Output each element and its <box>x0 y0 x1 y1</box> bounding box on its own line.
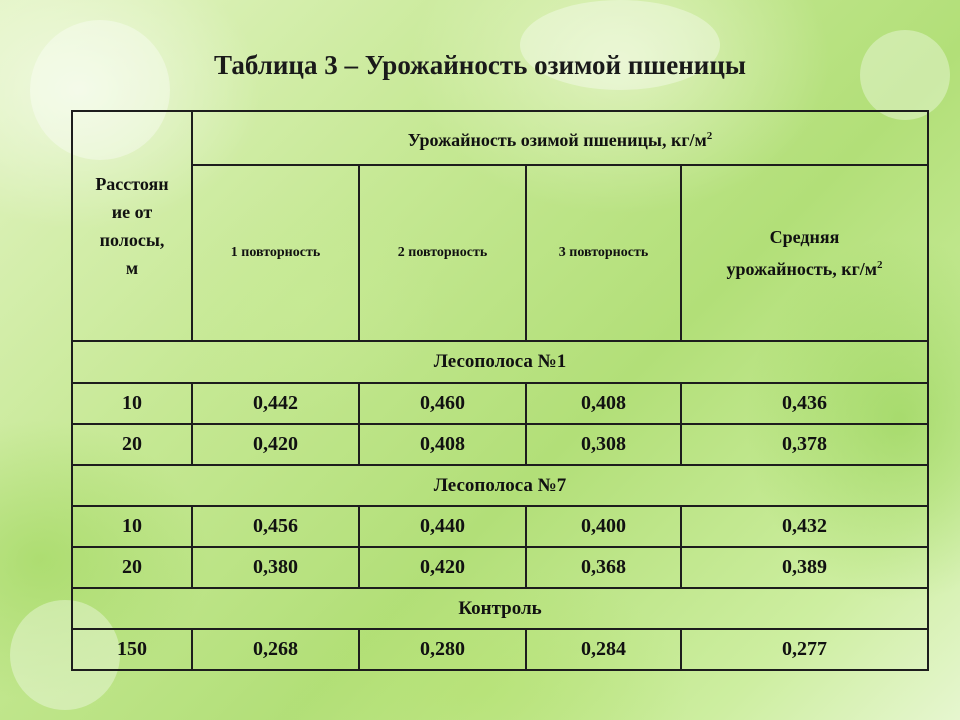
table-row: 150 0,268 0,280 0,284 0,277 <box>71 628 930 671</box>
row-header-line: м <box>125 258 139 278</box>
table-row: 10 0,442 0,460 0,408 0,436 <box>71 382 930 425</box>
cell-mean: 0,277 <box>679 628 930 671</box>
mean-header-line1: Средняя <box>769 227 840 247</box>
cell-distance: 150 <box>71 628 193 671</box>
cell-distance: 20 <box>71 423 193 466</box>
column-header-rep1: 1 повторность <box>191 164 360 342</box>
yield-table: Расстоян ие от полосы, м Урожайность ози… <box>70 110 930 671</box>
group-header-text: Урожайность озимой пшеницы, кг/м <box>407 130 707 150</box>
cell-mean: 0,378 <box>679 423 930 466</box>
cell-mean: 0,436 <box>679 382 930 425</box>
cell-rep1: 0,420 <box>191 423 360 466</box>
row-header-line: ие от <box>111 202 153 222</box>
section-header: Лесополоса №1 <box>70 340 930 384</box>
cell-rep1: 0,456 <box>191 505 360 548</box>
cell-rep2: 0,280 <box>358 628 527 671</box>
column-header-rep3: 3 повторность <box>525 164 682 342</box>
cell-mean: 0,389 <box>679 546 930 589</box>
row-header-line: Расстоян <box>95 174 169 194</box>
group-header-sup: 2 <box>706 130 713 142</box>
cell-rep3: 0,284 <box>525 628 682 671</box>
column-header-mean: Средняя урожайность, кг/м2 <box>679 164 930 342</box>
mean-header-line2: урожайность, кг/м <box>726 259 878 279</box>
cell-rep3: 0,400 <box>525 505 682 548</box>
row-header-distance: Расстоян ие от полосы, м <box>71 110 193 342</box>
table-row: 20 0,420 0,408 0,308 0,378 <box>71 423 930 466</box>
table-row: 20 0,380 0,420 0,368 0,389 <box>71 546 930 589</box>
section-header: Лесополоса №7 <box>70 464 930 507</box>
cell-distance: 10 <box>71 382 193 425</box>
cell-rep3: 0,368 <box>525 546 682 589</box>
cell-rep2: 0,408 <box>358 423 527 466</box>
page-title: Таблица 3 – Урожайность озимой пшеницы <box>214 50 746 80</box>
group-header-yield: Урожайность озимой пшеницы, кг/м2 <box>190 110 930 166</box>
table-row: 10 0,456 0,440 0,400 0,432 <box>71 505 930 548</box>
mean-header-sup: 2 <box>877 259 883 271</box>
cell-rep1: 0,268 <box>191 628 360 671</box>
background-bokeh <box>860 30 950 120</box>
cell-rep3: 0,308 <box>525 423 682 466</box>
cell-distance: 20 <box>71 546 193 589</box>
background-bokeh <box>520 0 720 90</box>
cell-rep3: 0,408 <box>525 382 682 425</box>
cell-rep2: 0,420 <box>358 546 527 589</box>
column-header-rep2: 2 повторность <box>358 164 527 342</box>
row-header-line: полосы, <box>99 230 165 250</box>
cell-rep2: 0,460 <box>358 382 527 425</box>
section-header: Контроль <box>70 587 930 630</box>
cell-distance: 10 <box>71 505 193 548</box>
cell-rep1: 0,442 <box>191 382 360 425</box>
cell-mean: 0,432 <box>679 505 930 548</box>
cell-rep2: 0,440 <box>358 505 527 548</box>
cell-rep1: 0,380 <box>191 546 360 589</box>
